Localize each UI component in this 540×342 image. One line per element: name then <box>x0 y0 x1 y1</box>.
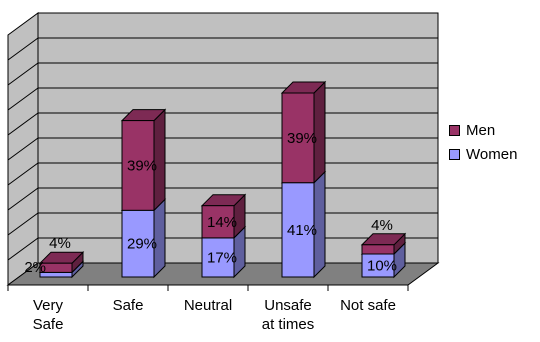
legend-swatch-men <box>449 124 460 136</box>
bar-men-front <box>201 205 235 239</box>
gridline-side <box>7 237 39 261</box>
legend-label-women: Women <box>466 145 518 163</box>
legend-label-men: Men <box>466 121 496 139</box>
legend-swatch-women <box>449 148 460 160</box>
gridline-side <box>7 112 39 136</box>
data-label-women: 17% <box>207 249 237 266</box>
gridline-side <box>7 137 39 161</box>
gridline-side <box>7 62 39 86</box>
legend-item-women: Women <box>449 142 539 166</box>
data-label-women: 29% <box>127 236 157 253</box>
data-label-women: 10% <box>367 258 397 275</box>
data-label-women: 41% <box>287 222 317 239</box>
legend-item-men: Men <box>449 118 539 142</box>
bar-women-front <box>201 237 235 278</box>
category-label: Not safe <box>340 297 396 314</box>
bar-women-front <box>121 209 155 278</box>
bar-men-front <box>361 244 395 255</box>
gridline-side <box>7 212 39 236</box>
data-label-men: 4% <box>371 217 393 234</box>
data-label-men: 39% <box>127 157 157 174</box>
data-label-men: 14% <box>207 214 237 231</box>
gridline-side <box>7 162 39 186</box>
data-label-men: 39% <box>287 130 317 147</box>
category-label: at times <box>262 316 315 333</box>
category-label: Safe <box>113 297 144 314</box>
gridline-side <box>7 37 39 61</box>
category-label: Safe <box>33 316 64 333</box>
data-label-men: 4% <box>49 235 71 252</box>
category-label: Very <box>33 297 64 314</box>
data-label-women: 2% <box>24 259 46 276</box>
gridline-side <box>7 87 39 111</box>
bar-men-front <box>121 120 155 211</box>
bar-women-front <box>281 182 315 278</box>
category-label: Neutral <box>184 297 232 314</box>
bar-men-front <box>39 262 73 273</box>
legend: Men Women <box>449 118 539 166</box>
bar-men-front <box>281 92 315 184</box>
category-label: Unsafe <box>264 297 312 314</box>
gridline-side <box>7 187 39 211</box>
